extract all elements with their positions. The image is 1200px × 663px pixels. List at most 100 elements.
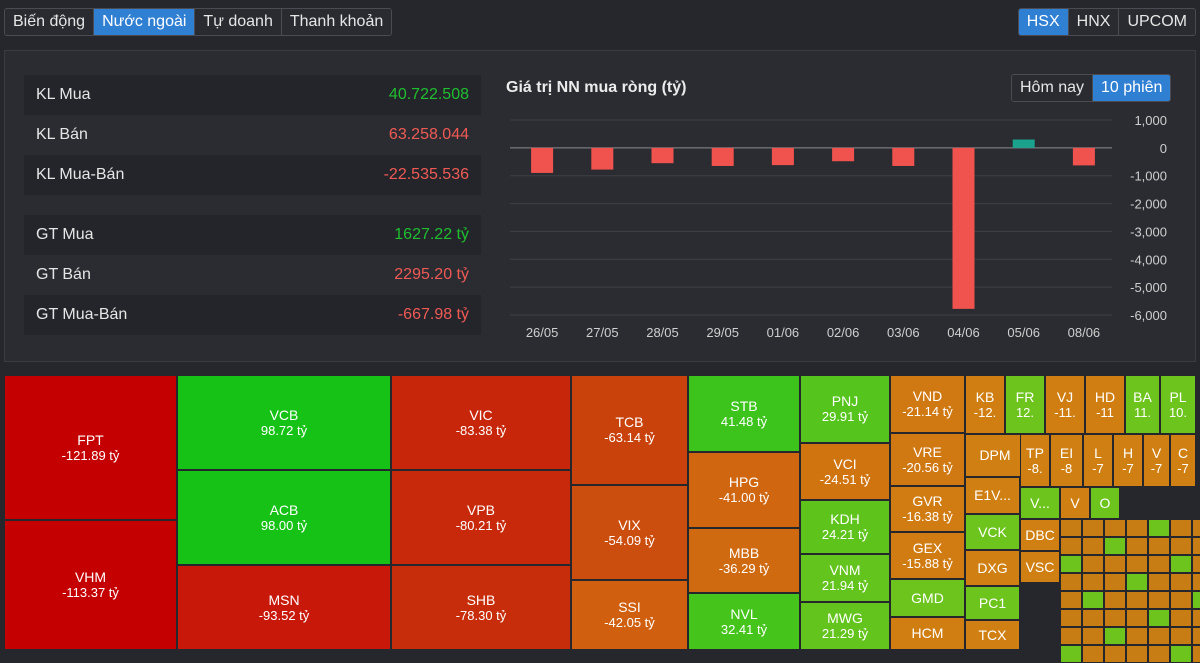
treemap-cell-ssi[interactable]: SSI -42.05 tỷ <box>571 580 688 650</box>
treemap-cell-hd[interactable]: HD -11 <box>1085 375 1125 434</box>
tab-bi-n-ng[interactable]: Biến động <box>5 9 95 35</box>
treemap-cell-dbc[interactable]: DBC <box>1020 519 1060 551</box>
treemap-cell-shb[interactable]: SHB -78.30 tỷ <box>391 565 571 650</box>
treemap-cell-small[interactable] <box>1170 537 1192 555</box>
tab-thanh-kho-n[interactable]: Thanh khoản <box>281 9 392 35</box>
treemap-cell-small[interactable] <box>1192 555 1200 573</box>
treemap-cell-hcm[interactable]: HCM <box>890 617 965 650</box>
treemap-cell-small[interactable] <box>1148 591 1170 609</box>
treemap-cell-vck[interactable]: VCK <box>965 514 1020 550</box>
range-tab-h-m-nay[interactable]: Hôm nay <box>1012 75 1094 101</box>
treemap-cell-small[interactable] <box>1060 519 1082 537</box>
treemap-cell-small[interactable] <box>1148 573 1170 591</box>
treemap-cell-small[interactable] <box>1104 519 1126 537</box>
treemap-cell-small[interactable] <box>1170 609 1192 627</box>
range-tab-10-phi-n[interactable]: 10 phiên <box>1093 75 1171 101</box>
treemap-cell-small[interactable] <box>1082 573 1104 591</box>
treemap-cell-small[interactable] <box>1170 645 1192 663</box>
treemap-cell-vnd[interactable]: VND -21.14 tỷ <box>890 375 965 433</box>
exchange-tab-hnx[interactable]: HNX <box>1068 9 1120 35</box>
treemap-cell-pc1[interactable]: PC1 <box>965 586 1020 620</box>
treemap-cell-small[interactable] <box>1148 537 1170 555</box>
treemap-cell-small[interactable] <box>1104 573 1126 591</box>
treemap-cell-e1v[interactable]: E1V... <box>965 477 1020 514</box>
treemap-cell-small[interactable] <box>1060 609 1082 627</box>
treemap-cell-vnm[interactable]: VNM 21.94 tỷ <box>800 554 890 602</box>
treemap-cell-small[interactable] <box>1082 537 1104 555</box>
treemap-cell-small[interactable] <box>1104 555 1126 573</box>
treemap-cell-hpg[interactable]: HPG -41.00 tỷ <box>688 452 800 528</box>
treemap-cell-small[interactable] <box>1082 555 1104 573</box>
exchange-tab-hsx[interactable]: HSX <box>1018 9 1069 35</box>
treemap-cell-small[interactable] <box>1192 645 1200 663</box>
treemap-cell-small[interactable] <box>1192 573 1200 591</box>
exchange-tab-upcom[interactable]: UPCOM <box>1119 9 1195 35</box>
treemap-cell-small[interactable] <box>1170 555 1192 573</box>
treemap-cell-tcx[interactable]: TCX <box>965 620 1020 650</box>
treemap-cell-ei[interactable]: EI -8 <box>1050 434 1083 487</box>
treemap-cell-small[interactable] <box>1192 519 1200 537</box>
treemap-cell-vj[interactable]: VJ -11. <box>1045 375 1085 434</box>
treemap-cell-small[interactable] <box>1126 573 1148 591</box>
treemap-cell-vpb[interactable]: VPB -80.21 tỷ <box>391 470 571 565</box>
treemap-cell-small[interactable] <box>1126 537 1148 555</box>
treemap-cell-small[interactable] <box>1126 645 1148 663</box>
treemap-cell-small[interactable] <box>1148 627 1170 645</box>
treemap-cell-small[interactable] <box>1170 519 1192 537</box>
treemap-cell-small[interactable] <box>1060 573 1082 591</box>
treemap-cell-nvl[interactable]: NVL 32.41 tỷ <box>688 593 800 650</box>
treemap-cell-small[interactable] <box>1126 519 1148 537</box>
treemap-cell-small[interactable] <box>1104 537 1126 555</box>
treemap-cell-tcb[interactable]: TCB -63.14 tỷ <box>571 375 688 485</box>
treemap-cell-dxg[interactable]: DXG <box>965 550 1020 586</box>
treemap-cell-vre[interactable]: VRE -20.56 tỷ <box>890 433 965 486</box>
treemap-cell-msn[interactable]: MSN -93.52 tỷ <box>177 565 391 650</box>
treemap-cell-ba[interactable]: BA 11. <box>1125 375 1160 434</box>
treemap-cell-fr[interactable]: FR 12. <box>1005 375 1045 434</box>
treemap-cell-small[interactable] <box>1170 627 1192 645</box>
treemap-cell-mbb[interactable]: MBB -36.29 tỷ <box>688 528 800 593</box>
treemap-cell-mwg[interactable]: MWG 21.29 tỷ <box>800 602 890 650</box>
treemap-cell-h[interactable]: H -7 <box>1113 434 1143 487</box>
treemap-cell-small[interactable] <box>1148 609 1170 627</box>
treemap-cell-small[interactable] <box>1148 555 1170 573</box>
treemap-cell-kb[interactable]: KB -12. <box>965 375 1005 434</box>
treemap-cell-o[interactable]: O <box>1090 487 1120 519</box>
treemap-cell-small[interactable] <box>1082 645 1104 663</box>
treemap-cell-fpt[interactable]: FPT -121.89 tỷ <box>4 375 177 520</box>
treemap-cell-small[interactable] <box>1104 645 1126 663</box>
treemap-cell-gex[interactable]: GEX -15.88 tỷ <box>890 532 965 579</box>
treemap-cell-small[interactable] <box>1126 627 1148 645</box>
treemap-cell-gmd[interactable]: GMD <box>890 579 965 617</box>
treemap-cell-small[interactable] <box>1192 591 1200 609</box>
treemap-cell-small[interactable] <box>1148 519 1170 537</box>
treemap-cell-gvr[interactable]: GVR -16.38 tỷ <box>890 486 965 532</box>
treemap-cell-small[interactable] <box>1082 627 1104 645</box>
treemap-cell-small[interactable] <box>1060 537 1082 555</box>
treemap-cell-vic[interactable]: VIC -83.38 tỷ <box>391 375 571 470</box>
treemap-cell-kdh[interactable]: KDH 24.21 tỷ <box>800 500 890 554</box>
treemap-cell-small[interactable] <box>1126 555 1148 573</box>
treemap-cell-v[interactable]: V <box>1060 487 1090 519</box>
treemap-cell-c[interactable]: C -7 <box>1170 434 1196 487</box>
tab-n-c-ngo-i[interactable]: Nước ngoài <box>94 9 196 35</box>
treemap-cell-v[interactable]: V... <box>1020 487 1060 519</box>
treemap-cell-pl[interactable]: PL 10. <box>1160 375 1196 434</box>
treemap-cell-small[interactable] <box>1082 609 1104 627</box>
treemap-cell-dpm[interactable]: DPM <box>965 434 1025 477</box>
treemap-cell-small[interactable] <box>1170 591 1192 609</box>
treemap-cell-small[interactable] <box>1104 609 1126 627</box>
treemap-cell-small[interactable] <box>1104 627 1126 645</box>
treemap-cell-vcb[interactable]: VCB 98.72 tỷ <box>177 375 391 470</box>
treemap-cell-small[interactable] <box>1192 609 1200 627</box>
treemap-cell-small[interactable] <box>1082 591 1104 609</box>
treemap-cell-vsc[interactable]: VSC <box>1020 551 1060 583</box>
treemap-cell-small[interactable] <box>1082 519 1104 537</box>
treemap-cell-stb[interactable]: STB 41.48 tỷ <box>688 375 800 452</box>
treemap-cell-l[interactable]: L -7 <box>1083 434 1113 487</box>
treemap-cell-small[interactable] <box>1060 627 1082 645</box>
treemap-cell-acb[interactable]: ACB 98.00 tỷ <box>177 470 391 565</box>
treemap-cell-small[interactable] <box>1126 609 1148 627</box>
treemap-cell-small[interactable] <box>1104 591 1126 609</box>
treemap-cell-small[interactable] <box>1170 573 1192 591</box>
